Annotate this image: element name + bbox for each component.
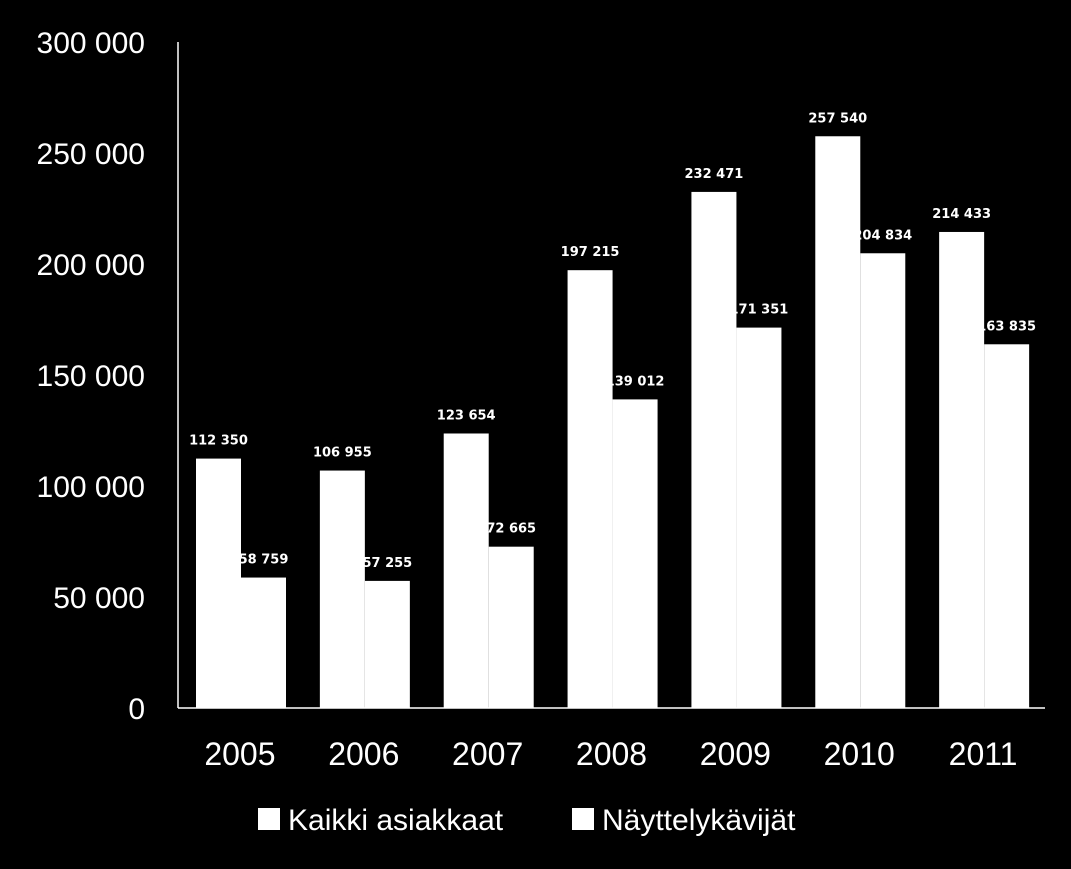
data-label: 58 759 bbox=[239, 553, 289, 568]
x-axis: 2005 2006 2007 2008 2009 2010 2011 bbox=[178, 707, 1045, 772]
data-label: 214 433 bbox=[932, 207, 991, 222]
bar-nayttelykavijat-2009 bbox=[736, 327, 782, 708]
bar-nayttelykavijat-2010 bbox=[860, 253, 906, 708]
legend-swatch bbox=[572, 808, 594, 830]
x-tick-label: 2010 bbox=[824, 736, 895, 772]
x-tick-label: 2011 bbox=[949, 736, 1018, 772]
data-label: 232 471 bbox=[685, 167, 744, 182]
y-tick-label: 100 000 bbox=[37, 471, 145, 504]
data-label: 163 835 bbox=[977, 319, 1036, 334]
y-tick-label: 0 bbox=[128, 693, 145, 726]
bar-nayttelykavijat-2007 bbox=[488, 546, 534, 708]
data-labels: 112 350 58 759 106 955 57 255 123 654 72 665 1… bbox=[189, 111, 1036, 571]
data-label: 257 540 bbox=[808, 111, 867, 126]
y-tick-label: 50 000 bbox=[53, 582, 145, 615]
y-tick-label: 150 000 bbox=[37, 360, 145, 393]
data-label: 106 955 bbox=[313, 446, 372, 461]
bar-kaikki-asiakkaat-2008 bbox=[567, 270, 613, 708]
y-axis: 0 50 000 100 000 150 000 200 000 250 000 300 0… bbox=[37, 27, 179, 726]
data-label: 139 012 bbox=[606, 374, 665, 389]
legend: Kaikki asiakkaat Näyttelykävijät bbox=[258, 804, 796, 837]
data-label: 57 255 bbox=[362, 556, 412, 571]
x-tick-label: 2009 bbox=[700, 736, 771, 772]
bars bbox=[196, 136, 1030, 709]
bar-kaikki-asiakkaat-2007 bbox=[443, 433, 489, 708]
legend-label: Näyttelykävijät bbox=[602, 804, 796, 837]
data-label: 72 665 bbox=[486, 522, 536, 537]
bar-nayttelykavijat-2005 bbox=[241, 577, 286, 708]
legend-swatch bbox=[258, 808, 280, 830]
data-label: 171 351 bbox=[730, 303, 789, 318]
bar-kaikki-asiakkaat-2005 bbox=[196, 458, 241, 708]
data-label: 204 834 bbox=[853, 228, 912, 243]
bar-kaikki-asiakkaat-2006 bbox=[319, 470, 365, 708]
y-tick-label: 300 000 bbox=[37, 27, 145, 60]
bar-nayttelykavijat-2008 bbox=[612, 399, 658, 708]
legend-label: Kaikki asiakkaat bbox=[288, 804, 504, 837]
data-label: 112 350 bbox=[189, 434, 248, 449]
x-tick-label: 2007 bbox=[452, 736, 523, 772]
bar-nayttelykavijat-2011 bbox=[984, 344, 1030, 708]
bar-nayttelykavijat-2006 bbox=[364, 580, 410, 708]
x-tick-label: 2008 bbox=[576, 736, 647, 772]
bar-kaikki-asiakkaat-2010 bbox=[815, 136, 861, 708]
data-label: 123 654 bbox=[437, 408, 496, 423]
x-tick-label: 2005 bbox=[204, 736, 275, 772]
x-tick-label: 2006 bbox=[328, 736, 399, 772]
y-tick-label: 200 000 bbox=[37, 249, 145, 282]
bar-kaikki-asiakkaat-2011 bbox=[939, 231, 985, 708]
data-label: 197 215 bbox=[561, 245, 620, 260]
bar-kaikki-asiakkaat-2009 bbox=[691, 191, 737, 709]
y-tick-label: 250 000 bbox=[37, 138, 145, 171]
